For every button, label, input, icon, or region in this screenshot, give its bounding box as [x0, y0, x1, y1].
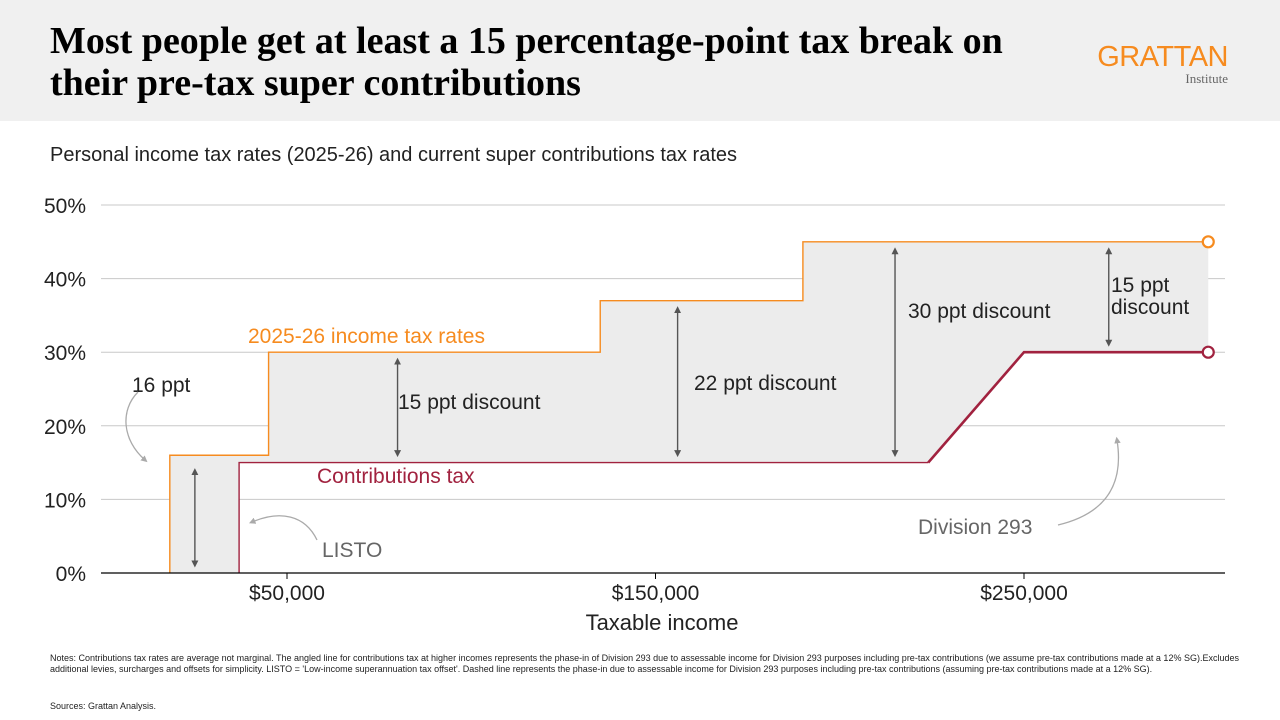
x-tick-label: $250,000: [980, 582, 1068, 605]
division-293-pointer-arrow: [1057, 436, 1121, 526]
callout-division-293: Division 293: [918, 516, 1032, 539]
chart-subtitle: Personal income tax rates (2025-26) and …: [50, 144, 738, 166]
16ppt-pointer-arrow: [125, 391, 148, 463]
x-tick-label: $150,000: [612, 582, 700, 605]
y-tick-label: 50%: [44, 195, 86, 218]
discount-label: 30 ppt discount: [908, 300, 1051, 323]
logo-text: GRATTAN: [1097, 41, 1228, 73]
header-band: Most people get at least a 15 percentage…: [0, 0, 1280, 121]
income-tax-line: [169, 241, 1209, 573]
callout-listo: LISTO: [322, 539, 382, 562]
y-tick-label: 30%: [44, 342, 86, 365]
discount-label: discount: [1111, 296, 1189, 319]
series-label-contributions-tax: Contributions tax: [317, 465, 475, 488]
contributions-tax-line: [238, 461, 929, 573]
series-label-income-tax: 2025-26 income tax rates: [248, 325, 485, 348]
y-tick-label: 10%: [44, 489, 86, 512]
grattan-logo: GRATTAN Institute: [1097, 42, 1228, 86]
y-tick-label: 40%: [44, 269, 86, 292]
discount-label: 15 ppt discount: [398, 391, 541, 414]
discount-label: 16 ppt: [132, 374, 191, 397]
page-title: Most people get at least a 15 percentage…: [50, 20, 1003, 104]
logo-subtext: Institute: [1185, 71, 1228, 86]
y-tick-label: 0%: [56, 563, 86, 586]
listo-pointer-arrow: [249, 515, 318, 541]
y-tick-label: 20%: [44, 416, 86, 439]
contributions-tax-endpoint-marker: [1201, 345, 1215, 359]
income-tax-endpoint-marker: [1201, 235, 1215, 249]
x-tick-label: $50,000: [249, 582, 325, 605]
discount-label: 15 ppt: [1111, 274, 1170, 297]
chart-notes: Notes: Contributions tax rates are avera…: [50, 653, 1239, 674]
chart-sources: Sources: Grattan Analysis.: [50, 701, 157, 711]
tax-discount-area: [169, 241, 1209, 574]
x-axis-label: Taxable income: [586, 610, 739, 635]
discount-label: 22 ppt discount: [694, 372, 837, 395]
contributions-tax-line-division-293: [927, 350, 1209, 464]
